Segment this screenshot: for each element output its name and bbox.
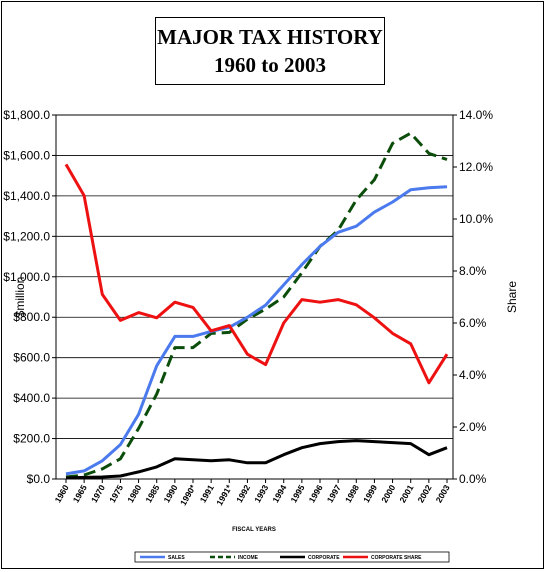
left-tick-label: $1,600.0 (3, 148, 50, 162)
x-tick-label: 1994 (270, 483, 288, 505)
x-axis-title: FISCAL YEARS (232, 527, 276, 533)
x-tick-label: 1980 (125, 483, 143, 505)
x-tick-label: 1991* (214, 482, 234, 507)
left-tick-label: $1,800.0 (3, 108, 50, 122)
x-tick-label: 1996 (307, 483, 325, 505)
x-tick-label: 1991 (198, 483, 216, 505)
left-tick-label: $200.0 (13, 432, 50, 446)
left-tick-label: $800.0 (13, 310, 50, 324)
x-tick-label: 2001 (397, 483, 415, 505)
x-tick-label: 2003 (434, 483, 452, 505)
left-tick-label: $1,400.0 (3, 189, 50, 203)
right-tick-label: 6.0% (459, 316, 487, 330)
right-tick-label: 0.0% (459, 472, 487, 486)
x-tick-label: 1995 (288, 483, 306, 505)
series-line-corporate (65, 439, 448, 480)
x-tick-label: 1997 (325, 483, 343, 505)
series-line-sales (65, 185, 448, 476)
right-tick-label: 12.0% (459, 160, 493, 174)
x-tick-label: 1990 (161, 483, 179, 505)
right-tick-label: 14.0% (459, 108, 493, 122)
right-tick-label: 4.0% (459, 368, 487, 382)
chart-title-line1: MAJOR TAX HISTORY (157, 25, 383, 49)
x-tick-label: 1960 (53, 483, 71, 505)
legend-label: CORPORATE (308, 555, 340, 561)
legend-label: SALES (168, 555, 185, 561)
right-tick-label: 2.0% (459, 420, 487, 434)
x-tick-label: 1990* (178, 482, 198, 507)
left-tick-label: $600.0 (13, 351, 50, 365)
left-tick-label: $400.0 (13, 391, 50, 405)
legend-label: INCOME (238, 555, 259, 561)
series-line-income (65, 131, 448, 479)
x-tick-label: 1998 (343, 483, 361, 505)
chart-title-box: MAJOR TAX HISTORY 1960 to 2003 (155, 17, 385, 85)
x-tick-label: 1975 (107, 483, 125, 505)
legend-label: CORPORATE SHARE (371, 555, 422, 561)
chart-title-line2: 1960 to 2003 (214, 53, 326, 77)
x-tick-label: 2000 (379, 483, 397, 505)
right-tick-label: 10.0% (459, 212, 493, 226)
x-tick-label: 1993 (252, 483, 270, 505)
plot-area (55, 114, 454, 480)
x-tick-label: 1985 (143, 483, 161, 505)
x-tick-label: 2002 (415, 483, 433, 505)
x-tick-label: 1970 (89, 483, 107, 505)
x-tick-label: 1992 (234, 483, 252, 505)
x-tick-label: 1999 (361, 483, 379, 505)
y-axis-left-title: $million (13, 277, 27, 318)
left-tick-label: $0.0 (27, 472, 51, 486)
x-tick-label: 1965 (71, 483, 89, 505)
y-axis-right-title: Share (505, 281, 519, 313)
left-tick-label: $1,200.0 (3, 229, 50, 243)
right-tick-label: 8.0% (459, 264, 487, 278)
left-tick-label: $1,000.0 (3, 270, 50, 284)
series-line-corporate-share (64, 163, 449, 385)
